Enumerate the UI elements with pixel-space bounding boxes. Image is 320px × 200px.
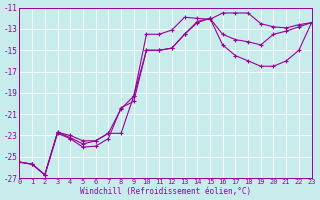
X-axis label: Windchill (Refroidissement éolien,°C): Windchill (Refroidissement éolien,°C) (80, 187, 251, 196)
